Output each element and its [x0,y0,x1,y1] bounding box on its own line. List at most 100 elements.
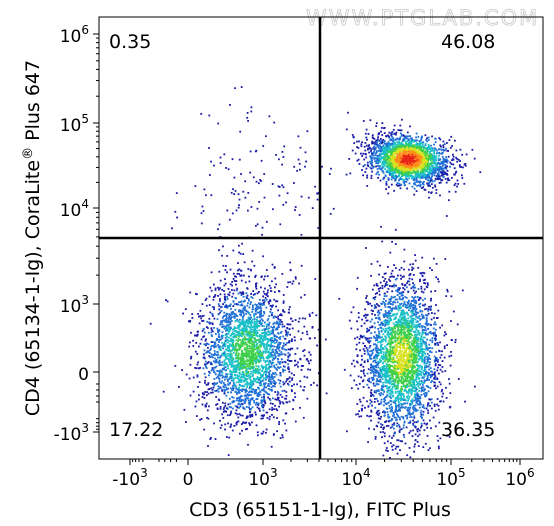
event-dot [217,335,220,338]
event-dot [263,300,266,303]
event-dot [262,314,265,317]
event-dot [294,339,296,342]
event-dot [399,142,402,145]
event-dot [244,338,247,341]
event-dot [413,187,416,190]
event-dot [231,289,233,291]
event-dot [396,148,399,151]
event-dot [268,327,270,330]
event-dot [224,354,227,357]
event-dot [463,182,466,185]
event-dot [256,308,259,311]
event-dot [403,288,406,291]
event-dot [257,377,260,380]
event-dot [268,372,271,375]
event-dot [232,339,235,342]
event-dot [238,383,241,386]
event-dot [276,352,279,355]
event-dot [248,423,251,426]
event-dot [232,300,235,302]
event-dot [213,378,216,380]
event-dot [238,364,240,366]
event-dot [225,410,228,413]
event-dot [270,389,273,392]
event-dot [427,191,430,194]
event-dot [287,366,290,369]
event-dot [249,390,252,393]
event-dot [461,153,464,156]
event-dot [438,182,441,184]
event-dot [384,154,387,156]
event-dot [434,185,437,188]
event-dot [438,381,441,383]
event-dot [287,384,290,386]
event-dot [299,358,302,361]
event-dot [223,325,226,328]
event-dot [239,313,241,316]
event-dot [380,130,382,133]
event-dot [237,303,240,306]
event-dot [285,412,288,415]
event-dot [235,367,238,370]
event-dot [277,358,280,361]
event-dot [439,165,442,168]
event-dot [238,344,241,347]
event-dot [264,400,266,403]
event-dot [398,156,401,158]
event-dot [398,184,401,187]
event-dot [399,150,402,153]
event-dot [210,327,213,330]
event-dot [275,373,278,376]
event-dot [456,185,458,188]
event-dot [419,173,422,175]
event-dot [376,165,379,167]
event-dot [271,332,274,335]
event-dot [399,187,402,190]
event-dot [397,157,400,160]
event-dot [247,371,250,373]
event-dot [234,335,237,338]
event-dot [225,376,228,379]
event-dot [421,135,423,138]
event-dot [248,351,251,354]
event-dot [390,159,393,162]
event-dot [465,153,468,156]
event-dot [211,322,214,325]
event-dot [424,160,427,162]
event-dot [284,337,287,340]
event-dot [218,341,220,343]
event-dot [235,364,237,367]
event-dot [241,390,243,393]
event-dot [230,338,233,340]
event-dot [426,168,429,171]
event-dot [276,339,279,342]
event-dot [434,156,437,158]
event-dot [203,393,206,396]
event-dot [386,169,388,172]
event-dot [454,139,456,142]
event-dot [433,154,436,157]
event-dot [373,150,375,153]
event-dot [257,311,260,314]
event-dot [299,385,302,388]
event-dot [279,372,282,374]
event-dot [223,354,226,357]
event-dot [252,343,255,346]
event-dot [264,390,267,393]
event-dot [267,357,270,360]
event-dot [414,160,417,162]
event-dot [379,179,382,182]
event-dot [251,311,254,313]
event-dot [444,164,447,167]
event-dot [266,323,269,326]
event-dot [387,155,390,157]
event-dot [225,315,228,318]
event-dot [288,370,291,373]
event-dot [256,369,259,372]
event-dot [395,166,397,169]
event-dot [414,159,417,161]
event-dot [294,364,296,367]
event-dot [258,353,261,355]
event-dot [308,351,311,354]
event-dot [423,175,425,178]
